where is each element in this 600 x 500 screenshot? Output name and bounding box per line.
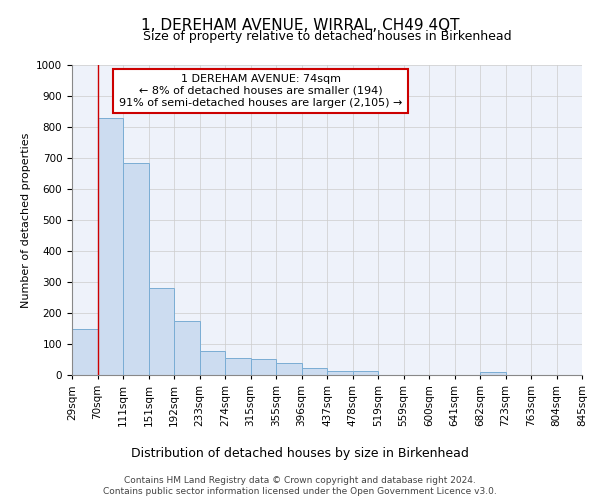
Bar <box>251 359 276 375</box>
Text: 1 DEREHAM AVENUE: 74sqm
← 8% of detached houses are smaller (194)
91% of semi-de: 1 DEREHAM AVENUE: 74sqm ← 8% of detached… <box>119 74 403 108</box>
Bar <box>225 358 251 375</box>
Bar <box>97 118 123 375</box>
Bar <box>149 288 174 375</box>
Text: Distribution of detached houses by size in Birkenhead: Distribution of detached houses by size … <box>131 448 469 460</box>
Text: Contains HM Land Registry data © Crown copyright and database right 2024.: Contains HM Land Registry data © Crown c… <box>124 476 476 485</box>
Text: Contains public sector information licensed under the Open Government Licence v3: Contains public sector information licen… <box>103 487 497 496</box>
Y-axis label: Number of detached properties: Number of detached properties <box>20 132 31 308</box>
Bar <box>72 328 97 375</box>
Bar <box>199 351 225 375</box>
Bar <box>123 162 149 375</box>
Bar <box>174 321 199 375</box>
Bar <box>327 370 353 375</box>
Title: Size of property relative to detached houses in Birkenhead: Size of property relative to detached ho… <box>143 30 511 43</box>
Text: 1, DEREHAM AVENUE, WIRRAL, CH49 4QT: 1, DEREHAM AVENUE, WIRRAL, CH49 4QT <box>141 18 459 32</box>
Bar <box>480 372 505 375</box>
Bar <box>276 362 302 375</box>
Bar <box>302 368 327 375</box>
Bar <box>353 372 378 375</box>
